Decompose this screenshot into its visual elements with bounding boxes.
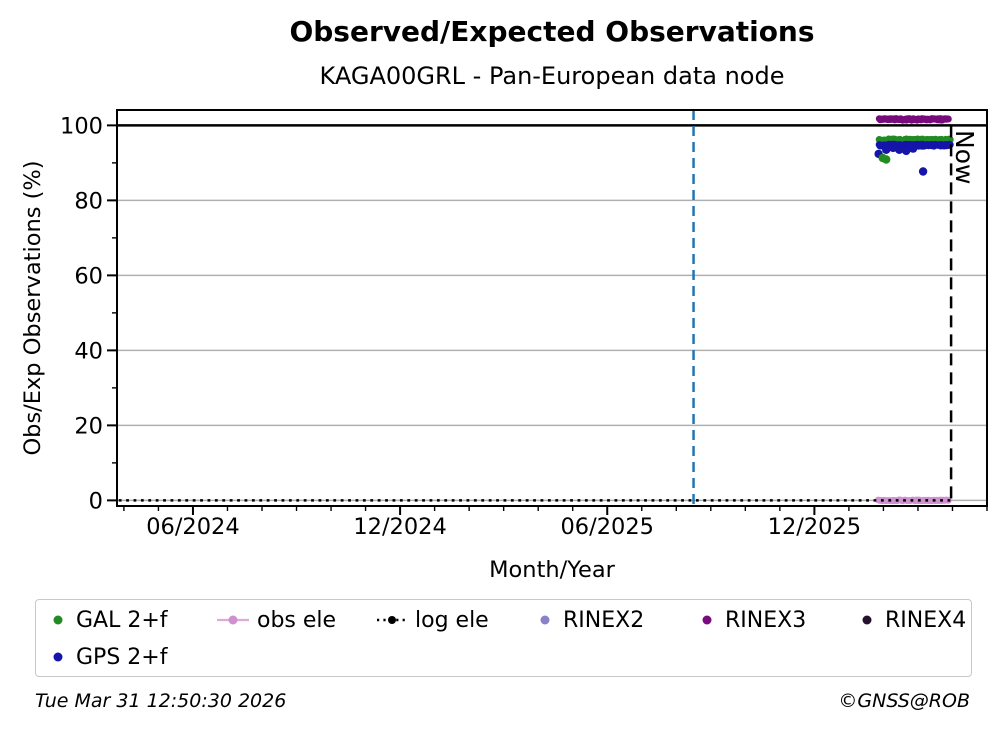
y-axis-label-text: Obs/Exp Observations (%) <box>20 160 46 455</box>
footer-copyright: ©GNSS@ROB <box>838 690 970 712</box>
legend-label: RINEX4 <box>885 607 967 633</box>
outlier-points <box>874 143 928 176</box>
log-ele-marker-icon <box>377 616 407 624</box>
y-tick-label: 60 <box>74 263 103 289</box>
legend-item-rinex3: RINEX3 <box>696 605 806 635</box>
x-tick-label: 12/2024 <box>353 514 446 540</box>
chart-title: Observed/Expected Observations <box>289 15 815 48</box>
y-gridlines <box>117 199 987 502</box>
x-axis-label: Month/Year <box>489 557 615 583</box>
rinex4-marker-icon <box>862 615 872 625</box>
legend-label: log ele <box>415 607 489 633</box>
now-label-text: Now <box>950 130 979 184</box>
plot-border <box>116 109 988 507</box>
x-tick-label: 06/2024 <box>146 514 239 540</box>
chart-subtitle: KAGA00GRL - Pan-European data node <box>319 62 785 90</box>
y-tick-label: 80 <box>74 188 103 214</box>
now-label: Now <box>950 130 979 184</box>
x-axis-minor-ticks <box>123 506 988 511</box>
x-tick-label: 06/2025 <box>560 514 653 540</box>
legend-label: GPS 2+f <box>76 644 168 670</box>
legend-item-gal-2-f: GAL 2+f <box>47 605 168 635</box>
footer-timestamp: Tue Mar 31 12:50:30 2026 <box>35 690 287 712</box>
legend-box: GAL 2+f obs ele log ele RINEX2 RINEX3 RINEX4 G… <box>35 599 972 677</box>
y-axis-ticks: 0 20 40 60 80 100 <box>60 113 117 514</box>
legend-label: RINEX2 <box>563 607 645 633</box>
y-tick-label: 0 <box>89 488 103 514</box>
gal-2-f-marker-icon <box>53 615 63 625</box>
y-axis-label: Obs/Exp Observations (%) <box>20 160 46 455</box>
obs-ele-band <box>874 496 952 505</box>
x-axis-ticks: 06/2024 12/2024 06/2025 12/2025 <box>146 506 861 540</box>
x-tick-label: 12/2025 <box>768 514 861 540</box>
legend-item-gps-2-f: GPS 2+f <box>47 642 167 672</box>
rinex2-marker-icon <box>540 615 550 625</box>
y-tick-label: 40 <box>74 338 103 364</box>
rinex3-marker-icon <box>702 615 712 625</box>
legend-label: RINEX3 <box>725 607 807 633</box>
y-tick-label: 100 <box>60 113 103 139</box>
rinex3-band <box>875 115 952 124</box>
legend-item-rinex2: RINEX2 <box>534 605 644 635</box>
x-axis-label-text: Month/Year <box>489 557 615 583</box>
legend-label: obs ele <box>257 607 337 633</box>
legend-label: GAL 2+f <box>76 607 168 633</box>
legend-item-obs-ele: obs ele <box>216 605 336 635</box>
y-tick-label: 20 <box>74 413 103 439</box>
obs-ele-marker-icon <box>217 615 249 625</box>
gps-2-f-marker-icon <box>53 652 63 662</box>
legend-item-rinex4: RINEX4 <box>856 605 966 635</box>
y-axis-minor-ticks <box>112 162 117 464</box>
legend-item-log-ele: log ele <box>376 605 489 635</box>
